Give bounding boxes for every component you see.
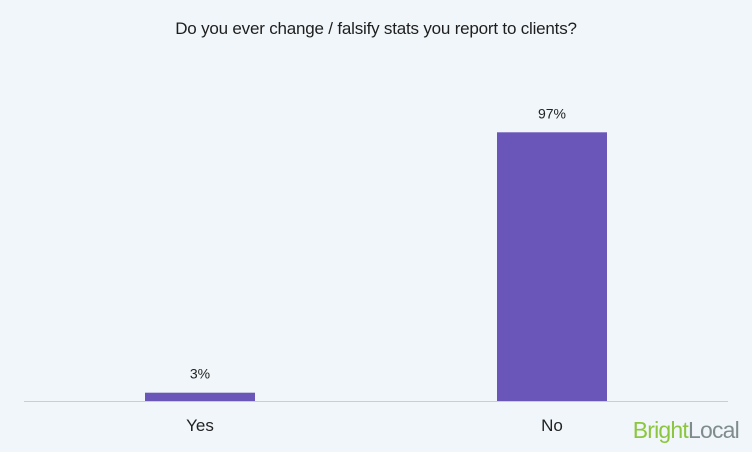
- bars-layer: [145, 132, 607, 402]
- bar-no: [497, 132, 607, 402]
- chart-title: Do you ever change / falsify stats you r…: [175, 19, 577, 38]
- bar-yes: [145, 392, 255, 401]
- data-label-yes: 3%: [190, 366, 210, 382]
- x-tick-label-no: No: [541, 416, 563, 435]
- data-label-no: 97%: [538, 105, 566, 121]
- logo-text-bright: Bright: [632, 417, 689, 443]
- x-tick-label-yes: Yes: [186, 416, 214, 435]
- labels-layer: 3% Yes 97% No: [186, 105, 566, 435]
- brightlocal-logo: BrightLocal: [632, 417, 740, 444]
- logo-text-local: Local: [688, 417, 740, 443]
